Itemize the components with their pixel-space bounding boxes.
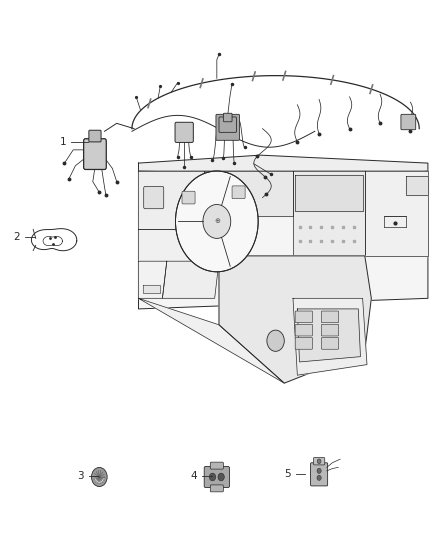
- Circle shape: [317, 459, 321, 464]
- Circle shape: [176, 171, 258, 272]
- Circle shape: [203, 205, 231, 238]
- Text: 3: 3: [78, 471, 84, 481]
- Text: 4: 4: [191, 471, 198, 481]
- Polygon shape: [138, 298, 284, 383]
- Polygon shape: [406, 176, 428, 195]
- Text: 2: 2: [14, 232, 20, 243]
- Polygon shape: [138, 229, 204, 298]
- FancyBboxPatch shape: [84, 139, 106, 169]
- FancyBboxPatch shape: [321, 311, 339, 322]
- FancyBboxPatch shape: [182, 191, 195, 204]
- FancyBboxPatch shape: [210, 485, 223, 492]
- FancyBboxPatch shape: [204, 466, 230, 488]
- FancyBboxPatch shape: [295, 324, 313, 336]
- Text: 5: 5: [284, 470, 291, 479]
- FancyBboxPatch shape: [295, 311, 313, 322]
- Polygon shape: [162, 261, 219, 298]
- FancyBboxPatch shape: [175, 122, 193, 142]
- Polygon shape: [143, 285, 160, 293]
- Polygon shape: [365, 171, 428, 256]
- FancyBboxPatch shape: [295, 337, 313, 349]
- Circle shape: [317, 475, 321, 480]
- Polygon shape: [204, 171, 293, 216]
- FancyBboxPatch shape: [210, 462, 223, 469]
- FancyBboxPatch shape: [89, 130, 101, 142]
- FancyBboxPatch shape: [321, 337, 339, 349]
- Polygon shape: [295, 175, 363, 211]
- FancyBboxPatch shape: [321, 324, 339, 336]
- Circle shape: [92, 467, 107, 487]
- Circle shape: [317, 469, 321, 473]
- Circle shape: [209, 473, 215, 481]
- FancyBboxPatch shape: [216, 114, 240, 140]
- Polygon shape: [138, 171, 204, 229]
- FancyBboxPatch shape: [144, 187, 164, 209]
- FancyBboxPatch shape: [401, 114, 416, 130]
- Polygon shape: [293, 171, 365, 256]
- Polygon shape: [138, 155, 428, 176]
- Polygon shape: [293, 298, 367, 375]
- FancyBboxPatch shape: [311, 463, 328, 486]
- Polygon shape: [219, 256, 371, 383]
- FancyBboxPatch shape: [232, 186, 245, 199]
- Text: ⊕: ⊕: [214, 219, 220, 224]
- Polygon shape: [138, 261, 167, 298]
- FancyBboxPatch shape: [223, 114, 232, 122]
- Text: 1: 1: [60, 137, 67, 147]
- Circle shape: [267, 330, 284, 351]
- Polygon shape: [138, 171, 428, 309]
- FancyBboxPatch shape: [314, 457, 325, 465]
- Circle shape: [218, 473, 224, 481]
- Polygon shape: [297, 309, 360, 362]
- FancyBboxPatch shape: [219, 117, 237, 132]
